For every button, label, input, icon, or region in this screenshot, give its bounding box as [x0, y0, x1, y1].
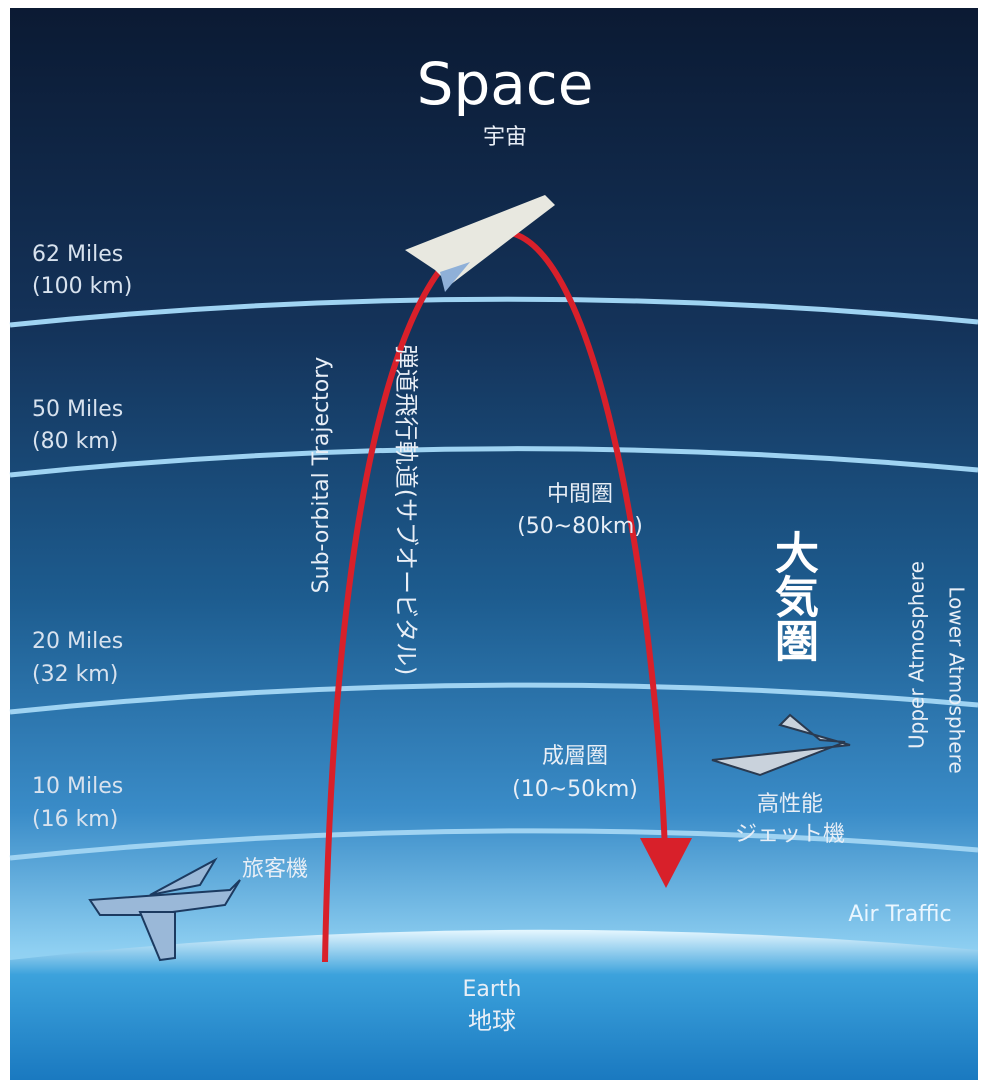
title-ja: 宇宙: [483, 125, 527, 150]
diagram: Space 宇宙 62 Miles (100 km) 50 Miles (80 …: [0, 0, 982, 1090]
airliner-label: 旅客機: [242, 857, 308, 882]
upper-atmosphere-label: Upper Atmosphere: [905, 561, 929, 749]
altitude-km: (80 km): [32, 429, 118, 454]
layer-range: (50~80km): [517, 514, 643, 539]
altitude-miles: 20 Miles: [32, 629, 123, 654]
altitude-km: (16 km): [32, 807, 118, 832]
title: Space: [417, 50, 594, 118]
air-traffic-label: Air Traffic: [848, 902, 951, 927]
jet-label: 高性能: [757, 792, 823, 817]
layer-name: 中間圏: [547, 482, 613, 507]
altitude-miles: 62 Miles: [32, 242, 123, 267]
atmosphere-label: 大気圏: [767, 530, 819, 662]
altitude-km: (32 km): [32, 662, 118, 687]
altitude-km: (100 km): [32, 274, 132, 299]
trajectory-label-en: Sub-orbital Trajectory: [309, 357, 334, 594]
earth-label-ja: 地球: [468, 1007, 516, 1035]
jet-label: ジェット機: [735, 822, 845, 847]
altitude-miles: 10 Miles: [32, 774, 123, 799]
layer-range: (10~50km): [512, 777, 638, 802]
layer-name: 成層圏: [542, 744, 608, 769]
altitude-miles: 50 Miles: [32, 397, 123, 422]
earth-surface: [10, 930, 978, 1080]
trajectory-label-ja: 弾道飛行軌道(サブオービタル): [392, 345, 420, 676]
lower-atmosphere-label: Lower Atmosphere: [945, 586, 969, 773]
earth-label: Earth: [463, 977, 522, 1002]
